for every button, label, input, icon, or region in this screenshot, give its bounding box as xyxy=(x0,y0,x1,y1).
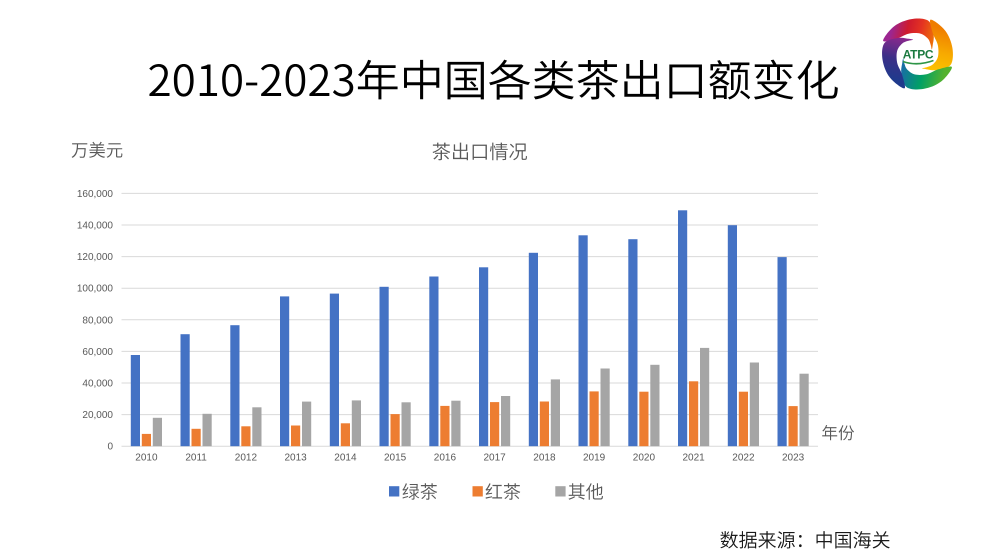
svg-text:2011: 2011 xyxy=(185,453,207,464)
svg-text:ATPC: ATPC xyxy=(903,48,934,62)
svg-text:120,000: 120,000 xyxy=(77,252,114,263)
svg-text:2023: 2023 xyxy=(782,453,805,464)
svg-text:2018: 2018 xyxy=(533,453,556,464)
svg-text:2015: 2015 xyxy=(384,453,407,464)
svg-text:40,000: 40,000 xyxy=(82,379,113,390)
svg-text:2013: 2013 xyxy=(284,453,307,464)
svg-text:20,000: 20,000 xyxy=(82,410,113,421)
svg-text:2021: 2021 xyxy=(682,453,705,464)
svg-text:80,000: 80,000 xyxy=(82,315,113,326)
svg-text:2019: 2019 xyxy=(583,453,606,464)
svg-text:2016: 2016 xyxy=(434,453,457,464)
svg-text:2020: 2020 xyxy=(633,453,656,464)
svg-text:100,000: 100,000 xyxy=(77,284,114,295)
svg-text:2010: 2010 xyxy=(135,453,158,464)
svg-text:0: 0 xyxy=(107,442,113,453)
svg-text:2014: 2014 xyxy=(334,453,357,464)
svg-text:160,000: 160,000 xyxy=(77,189,114,200)
svg-text:140,000: 140,000 xyxy=(77,221,114,232)
svg-text:2017: 2017 xyxy=(483,453,506,464)
svg-text:2012: 2012 xyxy=(235,453,258,464)
svg-text:60,000: 60,000 xyxy=(82,347,113,358)
svg-text:2022: 2022 xyxy=(732,453,755,464)
